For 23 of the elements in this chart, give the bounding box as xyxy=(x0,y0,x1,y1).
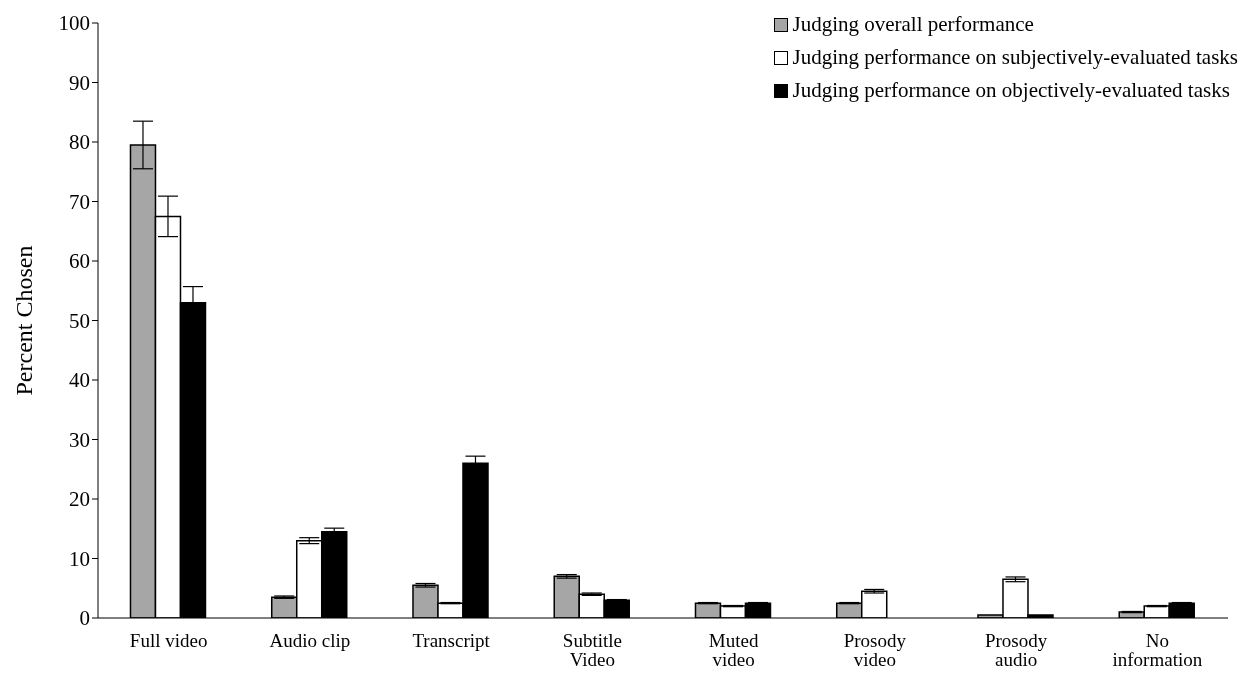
y-tick-label: 0 xyxy=(79,606,90,631)
x-tick-label: Prosody video xyxy=(843,630,907,671)
y-tick-label: 80 xyxy=(69,130,90,155)
y-tick-label: 20 xyxy=(69,487,90,512)
y-tick-label: 60 xyxy=(69,249,90,274)
x-tick-label: No information xyxy=(1112,630,1203,671)
x-tick-label: Full video xyxy=(129,630,208,652)
y-tick-label: 40 xyxy=(69,368,90,393)
x-tick-label: Muted video xyxy=(708,630,759,671)
y-tick-label: 50 xyxy=(69,308,90,333)
y-tick-label: 10 xyxy=(69,546,90,571)
x-tick-label: Subtitle Video xyxy=(562,630,622,671)
y-tick-label: 70 xyxy=(69,189,90,214)
x-tick-label: Transcript xyxy=(412,630,491,652)
legend-label: Judging performance on objectively-evaluated tasks xyxy=(792,77,1230,104)
y-tick-label: 100 xyxy=(58,11,90,36)
y-axis-title: Percent Chosen xyxy=(10,245,37,396)
y-tick-label: 30 xyxy=(69,427,90,452)
y-tick-label: 90 xyxy=(69,70,90,95)
legend-label: Judging overall performance xyxy=(792,11,1034,38)
x-tick-label: Audio clip xyxy=(269,630,351,652)
legend-label: Judging performance on subjectively-evaluated tasks xyxy=(792,44,1238,71)
x-tick-label: Prosody audio xyxy=(984,630,1048,671)
